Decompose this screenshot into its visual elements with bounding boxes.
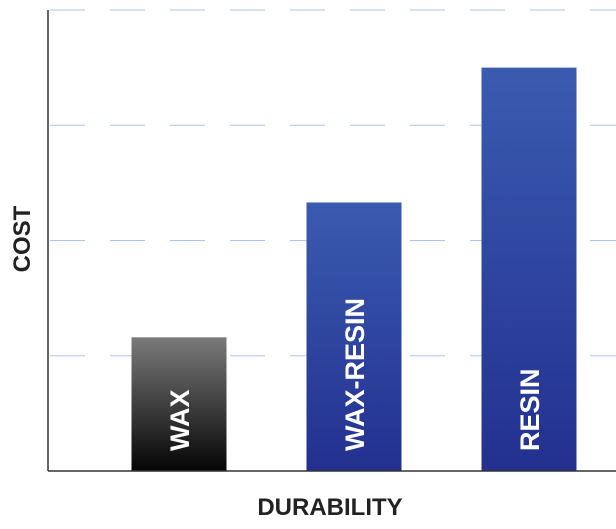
bar-wax	[131, 337, 227, 471]
bar-resin	[481, 67, 577, 471]
bar-wax-resin	[306, 202, 402, 471]
axes	[47, 10, 616, 472]
bar-label-wax: WAX	[165, 389, 195, 451]
bars: WAX WAX-RESIN RESIN	[131, 67, 577, 471]
y-axis-title: COST	[9, 205, 36, 272]
bar-label-wax-resin: WAX-RESIN	[340, 298, 370, 451]
x-axis-title: DURABILITY	[257, 494, 402, 521]
bar-label-resin: RESIN	[515, 368, 545, 451]
